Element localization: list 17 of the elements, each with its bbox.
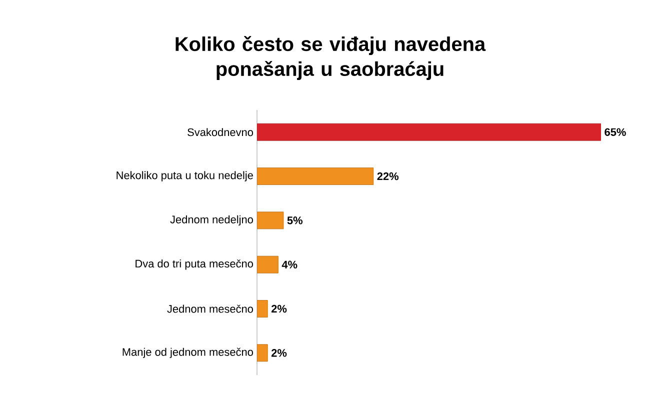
bar — [257, 344, 268, 362]
bar — [257, 300, 268, 318]
data-label: 22% — [377, 172, 399, 180]
y-tick-label: Dva do tri puta mesečno — [136, 259, 253, 270]
bar — [257, 168, 374, 185]
bar — [257, 123, 601, 141]
data-label: 65% — [604, 128, 626, 136]
y-tick-label: Nekoliko puta u toku nedelje — [116, 171, 253, 182]
y-tick-label: Manje od jednom mesečno — [122, 348, 253, 358]
data-label: 4% — [282, 260, 298, 268]
y-tick-label: Jednom nedeljno — [170, 215, 253, 226]
data-label: 2% — [271, 349, 287, 357]
y-tick-label: Jednom mesečno — [167, 304, 253, 313]
y-tick-label: Svakodnevno — [188, 128, 254, 136]
data-label: 5% — [287, 216, 303, 224]
chart-title: Koliko često se viđaju navedena ponašanja u saobraćaju — [176, 36, 486, 80]
data-label: 2% — [271, 304, 287, 313]
